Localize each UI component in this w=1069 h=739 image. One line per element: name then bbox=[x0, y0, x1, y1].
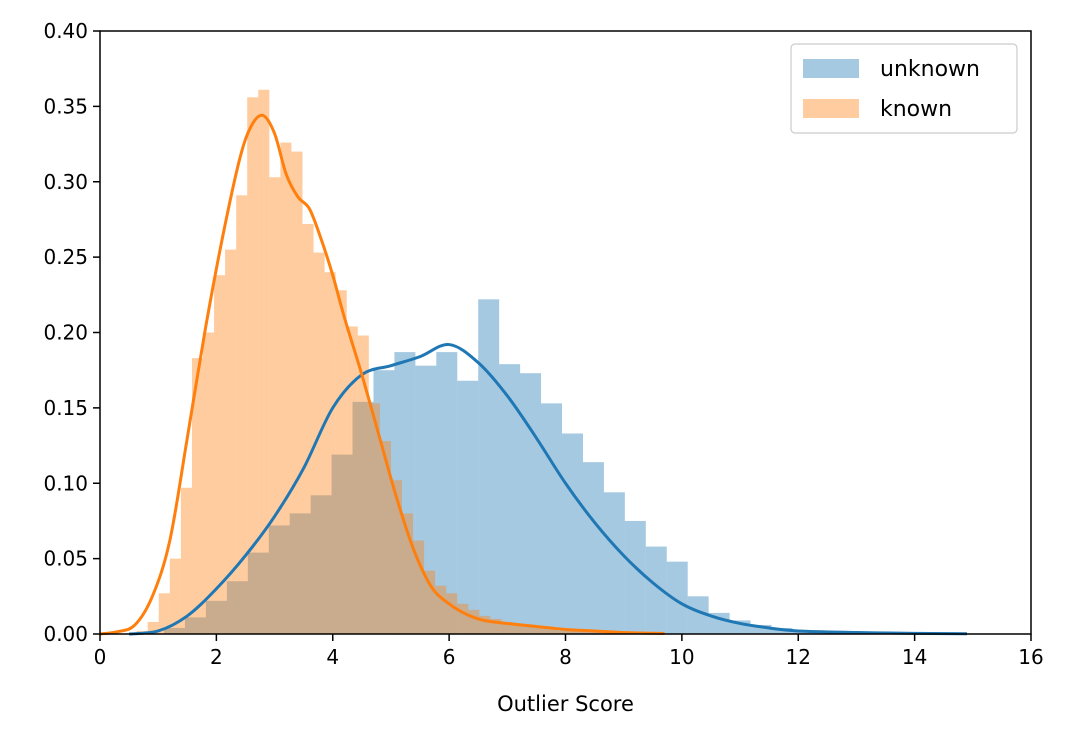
bar-known-9 bbox=[236, 195, 248, 634]
x-tick-label: 16 bbox=[1018, 645, 1043, 669]
bar-known-15 bbox=[302, 223, 314, 634]
bar-unknown-28 bbox=[750, 624, 772, 634]
bar-known-26 bbox=[424, 570, 436, 634]
bar-unknown-4 bbox=[247, 552, 269, 634]
bar-known-6 bbox=[202, 332, 215, 634]
x-tick-label: 14 bbox=[902, 645, 927, 669]
bar-known-42 bbox=[600, 632, 613, 634]
bar-known-12 bbox=[269, 177, 281, 635]
kde-line-known bbox=[99, 113, 665, 636]
bar-unknown-8 bbox=[331, 454, 353, 634]
bar-unknown-3 bbox=[226, 581, 248, 634]
bar-unknown-9 bbox=[352, 401, 374, 634]
bar-unknown-22 bbox=[624, 520, 646, 634]
y-tick-label: 0.30 bbox=[43, 170, 88, 194]
legend-swatch-unknown bbox=[803, 59, 859, 78]
bar-known-35 bbox=[523, 626, 535, 634]
bar-unknown-23 bbox=[645, 546, 667, 634]
legend-swatch-known bbox=[803, 99, 859, 118]
bar-known-40 bbox=[578, 631, 590, 634]
bar-unknown-21 bbox=[603, 492, 625, 634]
x-tick-label: 8 bbox=[559, 645, 572, 669]
bar-unknown-19 bbox=[562, 433, 583, 634]
bar-unknown-7 bbox=[310, 495, 332, 634]
bar-unknown-13 bbox=[436, 352, 458, 634]
bar-unknown-25 bbox=[687, 596, 709, 634]
y-tick-label: 0.15 bbox=[43, 396, 88, 420]
x-tick-label: 2 bbox=[210, 645, 223, 669]
bar-known-32 bbox=[490, 618, 502, 634]
x-axis-ticks: 0 2 4 6 8 10 12 14 16 bbox=[94, 634, 1044, 669]
bar-unknown-24 bbox=[666, 561, 688, 634]
bar-unknown-1 bbox=[184, 617, 206, 634]
x-tick-label: 4 bbox=[326, 645, 339, 669]
bar-known-41 bbox=[589, 632, 601, 634]
histogram-known bbox=[136, 89, 668, 635]
y-tick-label: 0.00 bbox=[43, 622, 88, 646]
bar-known-36 bbox=[534, 627, 546, 634]
bar-unknown-15 bbox=[478, 299, 500, 634]
legend-label-known: known bbox=[880, 97, 952, 122]
bar-known-31 bbox=[479, 615, 491, 634]
bar-known-24 bbox=[401, 513, 414, 634]
bar-known-34 bbox=[512, 624, 524, 634]
bar-known-28 bbox=[446, 593, 458, 634]
bar-unknown-20 bbox=[582, 462, 604, 634]
y-tick-label: 0.05 bbox=[43, 547, 88, 571]
x-tick-label: 0 bbox=[94, 645, 107, 669]
bar-known-2 bbox=[158, 593, 170, 634]
bar-known-29 bbox=[457, 603, 469, 634]
y-tick-label: 0.20 bbox=[43, 321, 88, 345]
x-tick-label: 6 bbox=[443, 645, 456, 669]
bar-known-14 bbox=[291, 151, 303, 634]
y-axis-ticks: 0.00 0.05 0.10 0.15 0.20 0.25 0.30 0.35 0.40 bbox=[43, 19, 100, 646]
y-tick-label: 0.10 bbox=[43, 471, 88, 495]
bar-known-25 bbox=[413, 540, 425, 634]
x-tick-label: 10 bbox=[669, 645, 694, 669]
bar-unknown-11 bbox=[394, 352, 416, 634]
bar-known-21 bbox=[368, 403, 380, 634]
y-tick-label: 0.35 bbox=[43, 94, 88, 118]
y-tick-label: 0.25 bbox=[43, 245, 88, 269]
bar-known-18 bbox=[335, 290, 347, 634]
bar-known-30 bbox=[468, 609, 480, 634]
bar-known-16 bbox=[313, 252, 325, 634]
bar-unknown-2 bbox=[205, 600, 227, 634]
bar-known-5 bbox=[191, 358, 203, 634]
bar-known-23 bbox=[390, 480, 402, 634]
x-tick-label: 12 bbox=[786, 645, 811, 669]
bar-known-22 bbox=[379, 441, 391, 634]
bar-unknown-17 bbox=[520, 373, 542, 634]
bar-known-13 bbox=[280, 142, 292, 634]
bar-known-8 bbox=[225, 249, 237, 634]
bar-unknown-18 bbox=[541, 403, 563, 634]
bar-known-11 bbox=[258, 89, 270, 635]
bar-known-17 bbox=[324, 272, 336, 634]
x-axis-label: Outlier Score bbox=[497, 692, 634, 716]
bar-unknown-6 bbox=[289, 513, 311, 634]
legend-frame bbox=[790, 43, 1018, 134]
legend-label-unknown: unknown bbox=[880, 57, 980, 82]
bar-unknown-16 bbox=[499, 364, 521, 634]
bar-known-3 bbox=[169, 558, 181, 635]
legend: unknown known bbox=[790, 43, 1018, 134]
bar-known-1 bbox=[147, 621, 159, 634]
bar-known-39 bbox=[567, 630, 579, 634]
bar-known-27 bbox=[435, 585, 447, 634]
kde-line-unknown bbox=[128, 343, 967, 636]
bar-known-4 bbox=[180, 487, 192, 634]
histogram-unknown bbox=[164, 299, 961, 634]
bar-unknown-14 bbox=[457, 380, 479, 634]
bar-unknown-5 bbox=[268, 525, 290, 634]
bar-known-7 bbox=[214, 275, 226, 634]
y-tick-label: 0.40 bbox=[43, 19, 88, 43]
bar-known-38 bbox=[556, 630, 568, 634]
bar-known-33 bbox=[501, 621, 513, 634]
bar-known-20 bbox=[357, 335, 369, 634]
bar-known-10 bbox=[247, 97, 259, 634]
bar-unknown-0 bbox=[164, 627, 185, 634]
bar-known-19 bbox=[346, 326, 358, 634]
bar-known-37 bbox=[545, 629, 557, 634]
